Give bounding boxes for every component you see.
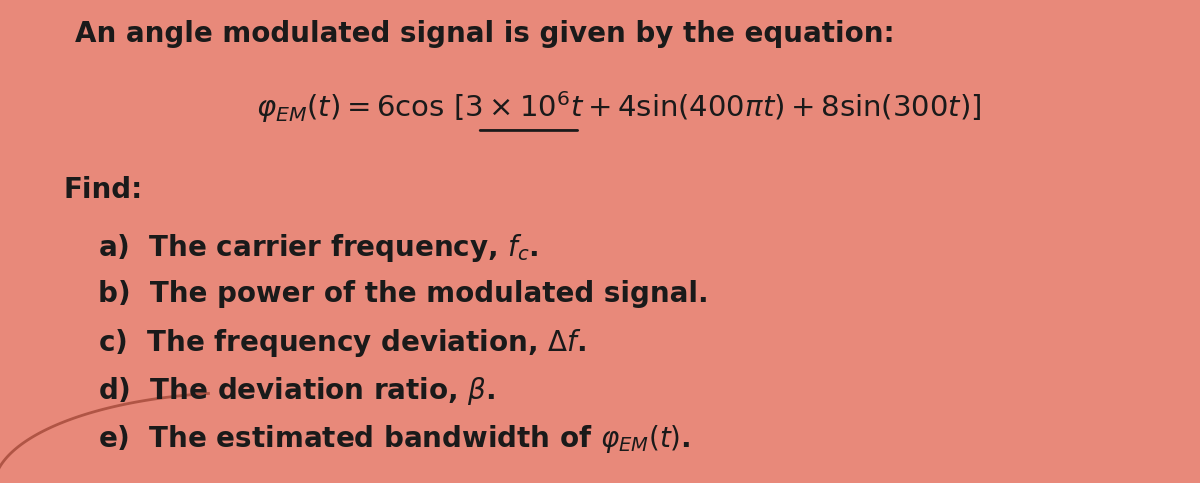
- Text: d)  The deviation ratio, $\beta$.: d) The deviation ratio, $\beta$.: [98, 375, 496, 407]
- Text: e)  The estimated bandwidth of $\varphi_{EM}(t)$.: e) The estimated bandwidth of $\varphi_{…: [98, 423, 690, 455]
- Text: $\varphi_{EM}(t) = 6\cos\,[3 \times 10^{6}t + 4\sin(400\pi t) + 8\sin(300t)]$: $\varphi_{EM}(t) = 6\cos\,[3 \times 10^{…: [256, 89, 982, 125]
- Text: b)  The power of the modulated signal.: b) The power of the modulated signal.: [98, 280, 708, 308]
- Text: c)  The frequency deviation, $\Delta f$.: c) The frequency deviation, $\Delta f$.: [98, 327, 586, 359]
- Text: An angle modulated signal is given by the equation:: An angle modulated signal is given by th…: [74, 20, 894, 48]
- Text: Find:: Find:: [64, 176, 143, 204]
- Text: a)  The carrier frequency, $f_c$.: a) The carrier frequency, $f_c$.: [98, 232, 539, 264]
